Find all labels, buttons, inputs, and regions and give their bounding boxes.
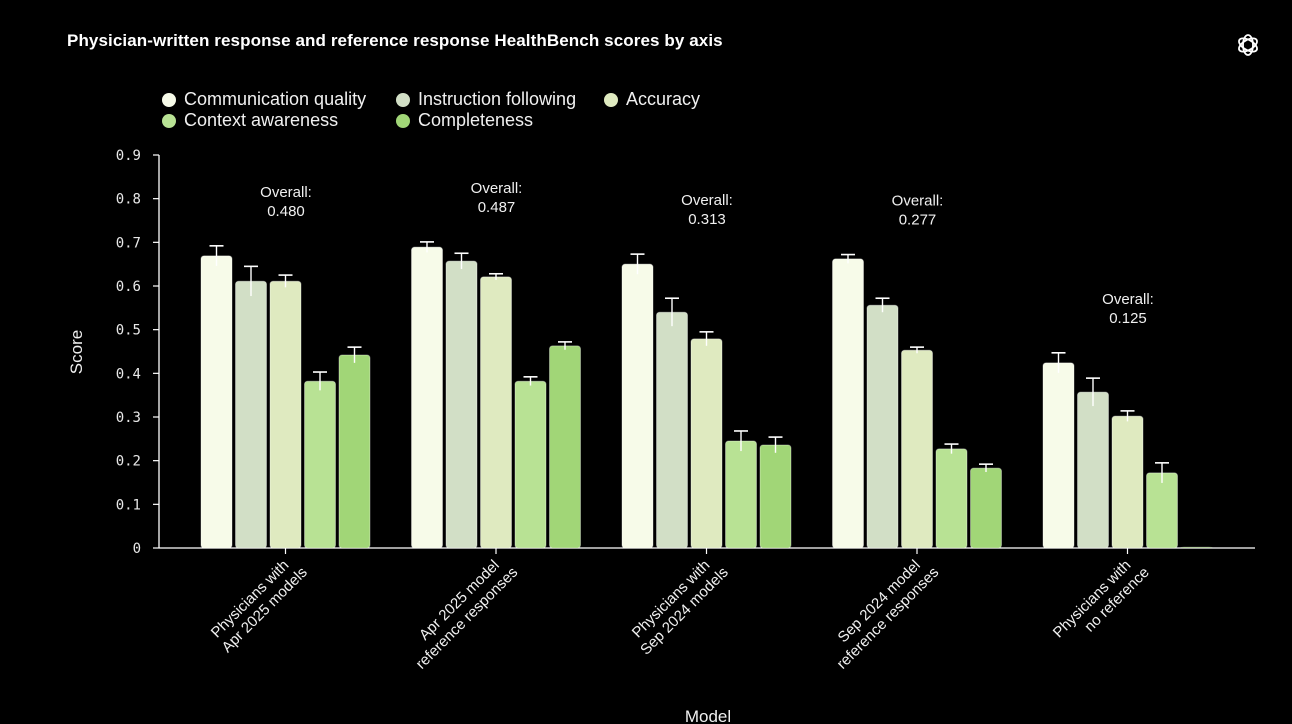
legend-label: Instruction following bbox=[418, 89, 577, 109]
bar-communication-quality bbox=[200, 255, 233, 549]
y-tick-label: 0 bbox=[133, 541, 141, 557]
y-tick-label: 0.6 bbox=[116, 279, 141, 295]
overall-label: Overall: bbox=[471, 180, 523, 197]
bar-instruction-following bbox=[866, 304, 899, 549]
overall-value: 0.125 bbox=[1109, 310, 1147, 327]
y-tick-label: 0.1 bbox=[116, 497, 141, 513]
bar-instruction-following bbox=[235, 280, 267, 549]
y-tick-label: 0.7 bbox=[116, 235, 141, 251]
bar-instruction-following bbox=[1077, 391, 1109, 549]
legend-item-context-awareness: Context awareness bbox=[162, 110, 338, 131]
overall-value: 0.480 bbox=[267, 203, 305, 220]
bar-communication-quality bbox=[832, 258, 864, 549]
x-tick-label: Apr 2025 modelreference responses bbox=[400, 551, 521, 672]
overall-label: Overall: bbox=[260, 184, 312, 201]
chart-title: Physician-written response and reference… bbox=[67, 31, 723, 50]
bar-completeness bbox=[970, 467, 1002, 549]
bar-completeness bbox=[338, 354, 371, 549]
legend-swatch bbox=[162, 113, 176, 128]
bar-instruction-following bbox=[445, 260, 478, 549]
y-tick-label: 0.3 bbox=[116, 410, 141, 426]
overall-value: 0.313 bbox=[688, 211, 726, 228]
bar-communication-quality bbox=[411, 246, 443, 549]
y-tick-label: 0.4 bbox=[116, 366, 141, 382]
overall-value: 0.487 bbox=[478, 199, 516, 216]
bar-accuracy bbox=[480, 276, 512, 549]
bar-completeness bbox=[1180, 546, 1213, 549]
bar-accuracy bbox=[1111, 415, 1144, 549]
bar-communication-quality bbox=[1042, 362, 1075, 549]
legend-swatch bbox=[162, 92, 176, 107]
x-tick-label: Sep 2024 modelreference responses bbox=[821, 551, 942, 672]
x-tick-label: Physicians withno reference bbox=[1050, 551, 1153, 654]
bar-completeness bbox=[759, 444, 792, 549]
legend-label: Communication quality bbox=[184, 89, 367, 109]
y-axis-title: Score bbox=[67, 330, 86, 374]
y-tick-label: 0.8 bbox=[116, 192, 141, 208]
overall-label: Overall: bbox=[1102, 291, 1154, 308]
legend-swatch bbox=[604, 92, 618, 107]
legend-label: Completeness bbox=[418, 110, 534, 130]
overall-label: Overall: bbox=[681, 192, 733, 209]
bar-accuracy bbox=[269, 280, 302, 549]
x-tick-label: Physicians withSep 2024 models bbox=[624, 551, 731, 658]
x-tick-label: Physicians withApr 2025 models bbox=[206, 551, 311, 656]
bar-instruction-following bbox=[656, 311, 688, 549]
bar-context-awareness bbox=[514, 380, 547, 549]
legend-swatch bbox=[396, 92, 410, 107]
legend-item-completeness: Completeness bbox=[396, 110, 533, 131]
legend-item-instruction-following: Instruction following bbox=[396, 89, 576, 110]
bar-context-awareness bbox=[304, 380, 336, 549]
chart-legend: Communication quality Instruction follow… bbox=[162, 89, 762, 133]
y-tick-label: 0.2 bbox=[116, 454, 141, 470]
bar-context-awareness bbox=[725, 440, 757, 549]
bar-accuracy bbox=[901, 349, 933, 549]
bar-context-awareness bbox=[1146, 472, 1178, 549]
bar-communication-quality bbox=[621, 263, 654, 549]
legend-item-communication-quality: Communication quality bbox=[162, 89, 366, 110]
openai-logo-icon bbox=[1234, 31, 1262, 59]
legend-swatch bbox=[396, 113, 410, 128]
legend-label: Accuracy bbox=[626, 89, 701, 109]
bar-accuracy bbox=[690, 338, 723, 549]
bar-completeness bbox=[549, 345, 581, 549]
y-tick-label: 0.9 bbox=[116, 148, 141, 164]
legend-item-accuracy: Accuracy bbox=[604, 89, 700, 110]
overall-label: Overall: bbox=[892, 193, 944, 210]
overall-value: 0.277 bbox=[899, 212, 937, 229]
y-tick-label: 0.5 bbox=[116, 323, 141, 339]
x-axis-title: Model bbox=[685, 707, 731, 724]
bar-context-awareness bbox=[935, 448, 968, 549]
legend-label: Context awareness bbox=[184, 110, 339, 130]
